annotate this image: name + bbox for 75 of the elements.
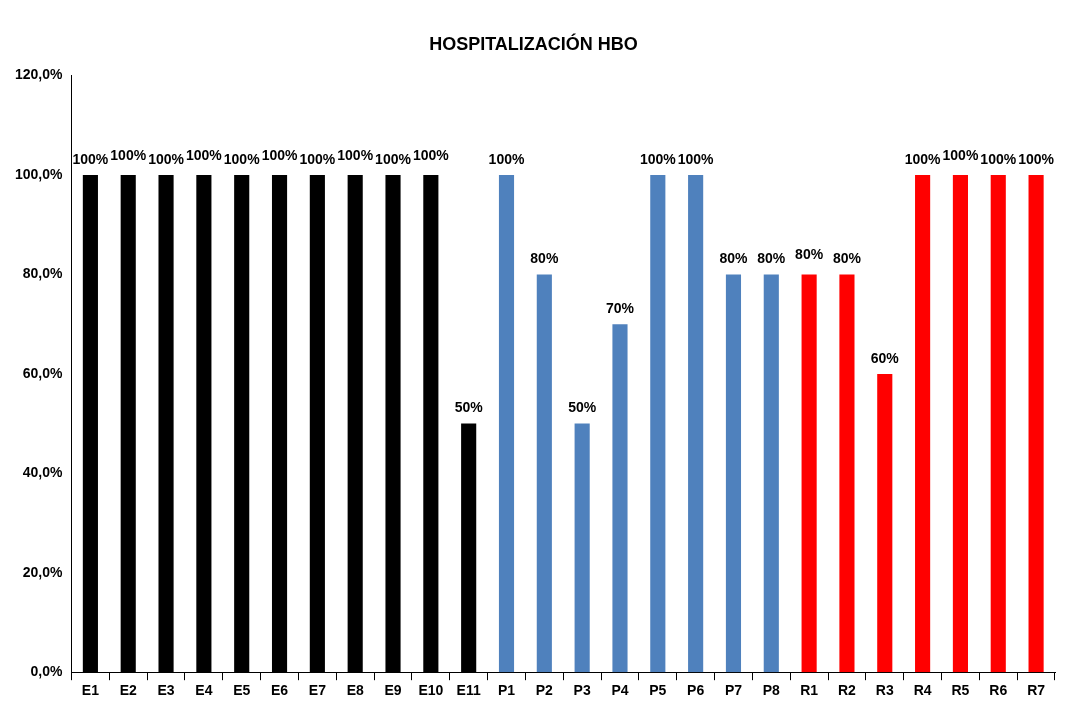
data-label: 80%	[757, 250, 786, 267]
bar	[915, 175, 931, 673]
data-label: 60%	[870, 349, 900, 366]
x-tick-label: R4	[913, 682, 932, 699]
data-label: 100%	[904, 150, 942, 167]
data-label: 100%	[223, 150, 261, 167]
data-label: 100%	[72, 150, 109, 167]
y-tick-label: 0,0%	[30, 663, 64, 680]
y-tick-label: 40,0%	[22, 464, 64, 481]
x-tick-label: R1	[800, 682, 819, 699]
x-tick-label: P4	[611, 682, 629, 699]
data-label: 80%	[832, 250, 862, 267]
data-label: 100%	[488, 150, 525, 167]
x-tick-label: E4	[195, 682, 213, 699]
x-tick-label: E5	[233, 682, 251, 699]
data-label: 100%	[110, 146, 147, 163]
x-tick-label: P3	[573, 682, 591, 699]
data-label: 100%	[337, 146, 374, 163]
y-tick-label: 20,0%	[22, 563, 64, 580]
x-tick-label: R5	[951, 682, 970, 699]
bar	[952, 175, 968, 673]
bar	[536, 274, 552, 673]
chart-title: HOSPITALIZACIÓN HBO	[429, 32, 638, 54]
data-label: 100%	[1018, 150, 1055, 167]
data-label: 100%	[299, 150, 336, 167]
x-tick-label: E3	[157, 682, 175, 699]
data-label: 100%	[185, 146, 223, 163]
x-tick-label: E6	[270, 682, 289, 699]
data-label: 100%	[980, 150, 1017, 167]
bar	[990, 175, 1006, 673]
bar	[839, 274, 855, 673]
x-tick-label: P7	[724, 682, 743, 699]
x-tick-label: E8	[346, 682, 364, 699]
data-label: 50%	[568, 399, 597, 416]
x-tick-label: P5	[649, 682, 667, 699]
data-label: 100%	[261, 146, 298, 163]
x-tick-label: R3	[875, 682, 894, 699]
bar	[650, 175, 666, 673]
x-tick-label: R2	[838, 682, 857, 699]
data-label: 70%	[605, 300, 635, 317]
x-tick-label: E10	[418, 682, 444, 699]
y-tick-label: 100,0%	[15, 165, 64, 182]
data-label: 100%	[942, 146, 979, 163]
data-label: 50%	[454, 399, 484, 416]
y-tick-label: 120,0%	[15, 66, 64, 83]
bar	[877, 373, 893, 673]
data-label: 100%	[412, 146, 450, 163]
bar	[612, 324, 628, 673]
x-tick-label: E2	[119, 682, 137, 699]
bar	[725, 274, 742, 673]
bar	[763, 274, 779, 673]
y-tick-label: 60,0%	[22, 364, 64, 381]
data-label: 100%	[639, 150, 677, 167]
x-tick-label: E11	[456, 682, 481, 699]
data-label: 100%	[677, 150, 715, 167]
x-tick-label: P2	[535, 682, 554, 699]
x-tick-label: E1	[81, 682, 100, 699]
data-label: 80%	[719, 250, 749, 267]
data-label: 100%	[375, 150, 412, 167]
data-label: 80%	[795, 246, 824, 263]
data-label: 100%	[148, 150, 185, 167]
x-tick-label: R7	[1027, 682, 1046, 699]
bar	[1028, 175, 1044, 673]
x-tick-label: E9	[384, 682, 402, 699]
bar	[688, 175, 704, 673]
x-tick-label: P1	[497, 682, 516, 699]
x-tick-label: R6	[989, 682, 1008, 699]
x-tick-label: P6	[687, 682, 705, 699]
x-tick-label: E7	[308, 682, 327, 699]
bar	[498, 175, 515, 673]
x-tick-label: P8	[762, 682, 781, 699]
bar	[574, 423, 590, 673]
y-tick-label: 80,0%	[22, 265, 64, 282]
data-label: 80%	[530, 250, 559, 267]
bar	[801, 274, 817, 673]
